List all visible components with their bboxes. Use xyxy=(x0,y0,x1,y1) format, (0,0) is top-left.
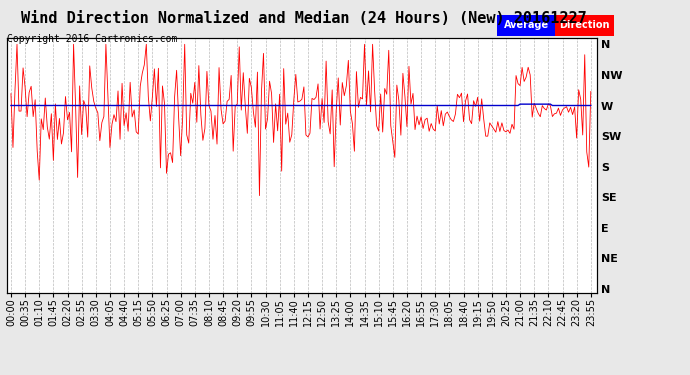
Text: Average: Average xyxy=(504,20,549,30)
Text: Copyright 2016 Cartronics.com: Copyright 2016 Cartronics.com xyxy=(7,34,177,44)
Text: Direction: Direction xyxy=(560,20,610,30)
Text: Wind Direction Normalized and Median (24 Hours) (New) 20161227: Wind Direction Normalized and Median (24… xyxy=(21,11,586,26)
